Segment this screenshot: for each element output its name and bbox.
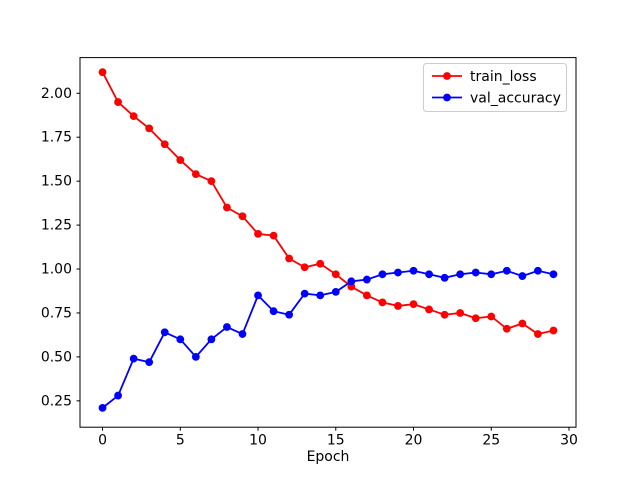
legend-train-loss-marker-icon: [443, 72, 451, 80]
train-loss-marker: [425, 305, 433, 314]
y-tick-label: 1.50: [41, 174, 72, 190]
x-tick-label: 5: [176, 433, 185, 449]
val-accuracy-marker: [207, 335, 216, 344]
train-loss-marker: [378, 298, 387, 307]
val-accuracy-marker: [176, 335, 185, 344]
train-loss-marker: [223, 203, 231, 212]
legend-label-train-loss: train_loss: [470, 69, 537, 85]
val-accuracy-marker: [456, 270, 465, 279]
train-loss-marker: [285, 254, 294, 263]
train-loss-marker: [518, 319, 527, 328]
val-accuracy-marker: [285, 310, 294, 319]
train-loss-marker: [191, 170, 200, 179]
train-loss-marker: [534, 330, 542, 338]
x-tick-label: 25: [482, 433, 500, 449]
legend-val-accuracy-marker-icon: [443, 93, 451, 102]
x-tick-label: 30: [560, 433, 578, 449]
y-tick-label: 0.75: [41, 305, 72, 321]
plot-border: [79, 57, 577, 428]
train-loss-marker: [300, 263, 309, 272]
train-loss-marker: [502, 324, 511, 333]
x-axis-label: Epoch: [307, 449, 350, 465]
val-accuracy-marker: [269, 307, 278, 316]
train-loss-marker: [456, 309, 465, 317]
train-loss-marker: [409, 300, 418, 309]
val-accuracy-marker: [471, 268, 480, 277]
val-accuracy-marker: [98, 403, 107, 412]
train-loss-marker: [114, 98, 122, 106]
val-accuracy-line: [101, 269, 554, 409]
y-tick-label: 1.00: [41, 262, 72, 278]
val-accuracy-marker: [145, 358, 154, 367]
val-accuracy-marker: [238, 330, 247, 338]
y-tick-label: 0.25: [41, 393, 72, 409]
val-accuracy-marker: [440, 273, 449, 282]
val-accuracy-marker: [378, 270, 387, 279]
train-loss-marker: [331, 270, 340, 279]
val-accuracy-marker: [362, 275, 371, 284]
y-tick-label: 0.50: [41, 349, 72, 365]
train-loss-marker: [362, 291, 371, 300]
train-loss-marker: [394, 302, 402, 310]
train-loss-marker: [471, 314, 480, 323]
legend: train_loss val_accuracy: [423, 63, 567, 112]
val-accuracy-marker: [487, 270, 496, 279]
val-accuracy-marker: [331, 287, 340, 296]
val-accuracy-marker: [223, 323, 231, 331]
val-accuracy-marker: [316, 291, 325, 300]
val-accuracy-marker: [549, 270, 558, 279]
plot-area: 0 5 10 15 20 25 30 0.25 0.50 0.75 1.00 1.25 1.50 1.75…: [41, 57, 578, 449]
train-loss-marker: [145, 124, 154, 133]
y-tick-label: 1.25: [41, 218, 72, 234]
train-loss-marker: [316, 259, 325, 268]
y-tick-label: 2.00: [41, 86, 72, 102]
train-loss-marker: [549, 326, 558, 335]
legend-label-val-accuracy: val_accuracy: [470, 91, 561, 107]
val-accuracy-marker: [114, 391, 122, 400]
train-loss-marker: [487, 312, 496, 321]
val-accuracy-marker: [254, 291, 262, 300]
train-loss-marker: [440, 310, 449, 319]
train-loss-marker: [207, 177, 216, 186]
train-loss-marker: [129, 112, 138, 121]
val-accuracy-marker: [347, 277, 356, 286]
x-tick-label: 15: [327, 433, 345, 449]
val-accuracy-marker: [160, 328, 169, 337]
val-accuracy-marker: [394, 268, 402, 277]
train-loss-marker: [98, 68, 107, 77]
val-accuracy-marker: [300, 289, 309, 298]
x-tick-label: 20: [405, 433, 423, 449]
train-loss-marker: [176, 156, 185, 164]
y-tick-label: 1.75: [41, 130, 72, 146]
val-accuracy-marker: [409, 266, 418, 275]
train-loss-marker: [269, 231, 278, 240]
val-accuracy-marker: [534, 266, 542, 275]
val-accuracy-marker: [425, 270, 433, 279]
x-tick-label: 10: [249, 433, 267, 449]
train-loss-marker: [254, 229, 262, 238]
train-loss-marker: [238, 212, 247, 221]
x-tick-label: 0: [98, 433, 107, 449]
val-accuracy-marker: [191, 353, 200, 361]
val-accuracy-marker: [129, 354, 138, 363]
val-accuracy-marker: [518, 272, 527, 280]
val-accuracy-marker: [502, 266, 511, 275]
train-loss-marker: [160, 140, 169, 149]
